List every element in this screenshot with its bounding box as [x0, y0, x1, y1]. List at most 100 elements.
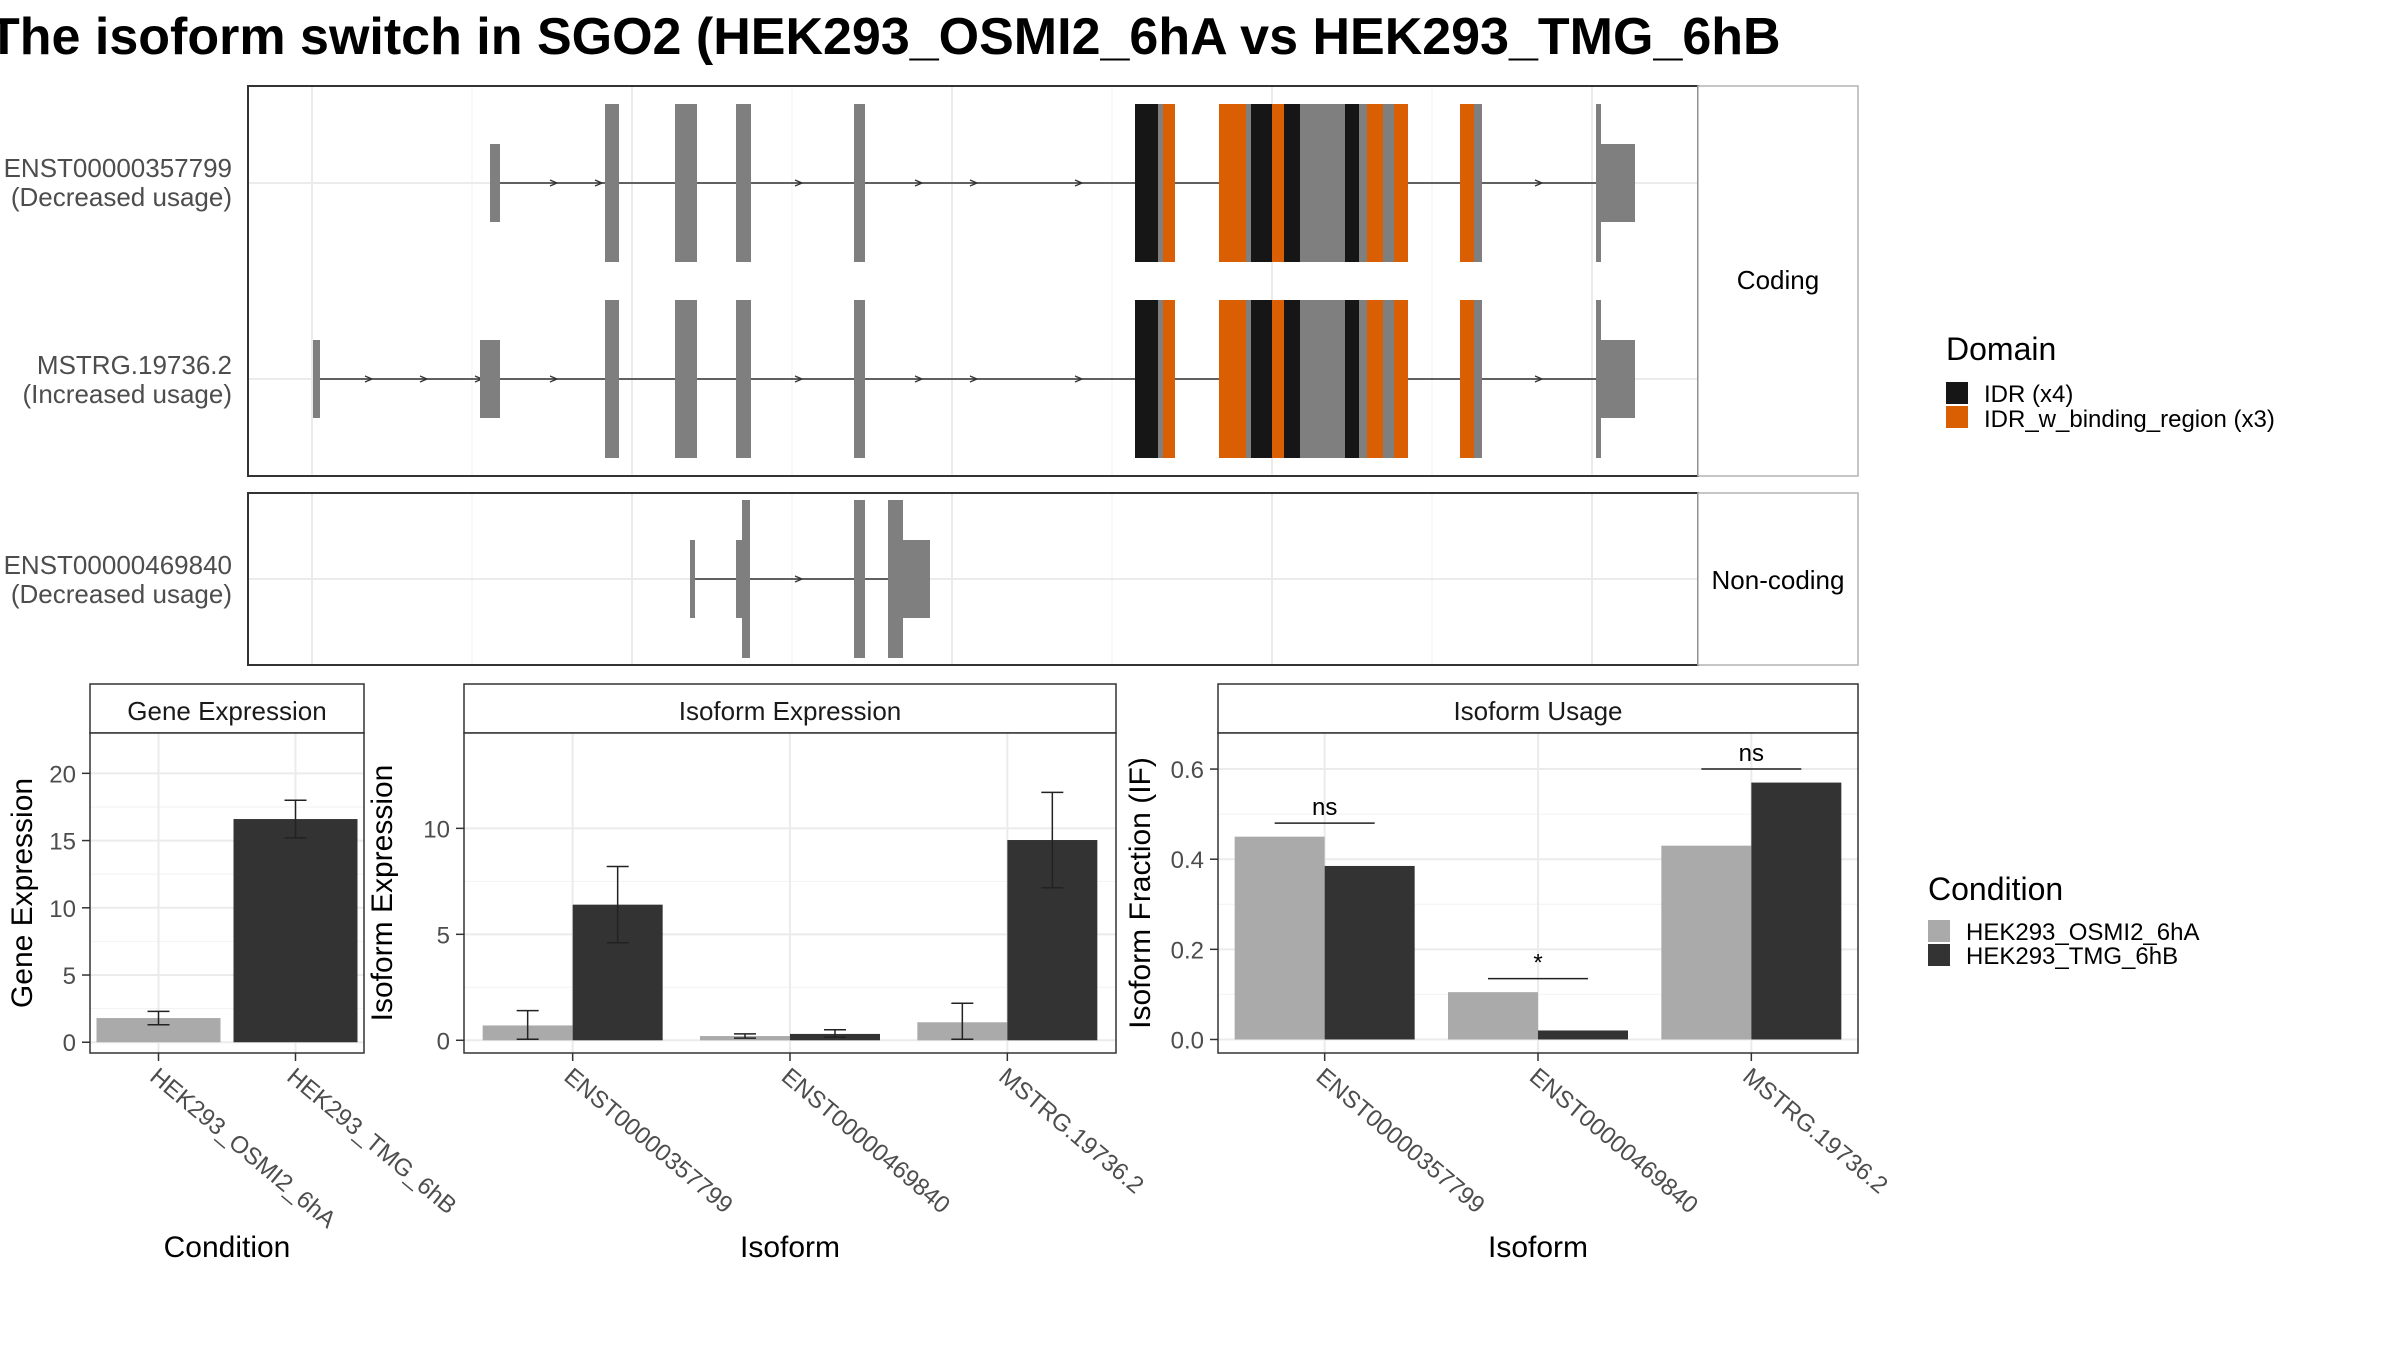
exon [1596, 104, 1601, 262]
noncoding-panel-grid [248, 493, 1698, 665]
strip-label: Gene Expression [127, 696, 326, 726]
domain-idr-binding [1219, 104, 1246, 262]
noncoding-strip-label: Non-coding [1712, 565, 1845, 595]
domain-idr-binding [1272, 300, 1284, 458]
plot-border [89, 732, 365, 1054]
track-label-usage: (Decreased usage) [11, 579, 232, 609]
exon [742, 500, 750, 658]
intron-arrow [594, 179, 604, 187]
significance-label: ns [1312, 794, 1337, 821]
y-tick-label: 5 [63, 963, 76, 990]
track-label-id: ENST00000469840 [4, 550, 232, 580]
domain-idr-binding [1219, 300, 1246, 458]
x-tick-label: ENST00000357799 [1311, 1063, 1490, 1219]
x-tick-label: ENST00000469840 [1524, 1063, 1703, 1219]
bar [1751, 782, 1842, 1040]
expression-charts: Gene Expression05101520HEK293_OSMI2_6hAH… [6, 683, 1893, 1264]
domain-idr [1251, 300, 1272, 458]
legend-key-cond-a [1928, 920, 1950, 942]
y-tick-label: 15 [49, 829, 76, 856]
domain-idr [1251, 104, 1272, 262]
intron-arrow [969, 179, 979, 187]
exon [736, 300, 751, 458]
y-tick-label: 0.6 [1171, 757, 1204, 784]
strip-label: Isoform Usage [1453, 696, 1622, 726]
track-label-usage: (Increased usage) [22, 379, 232, 409]
legend-key-idr-binding [1946, 406, 1968, 428]
intron-arrow [794, 575, 804, 583]
domain-idr [1135, 104, 1143, 262]
legend-key-idr [1946, 382, 1968, 404]
x-tick-label: MSTRG.19736.2 [993, 1063, 1148, 1199]
y-tick-label: 0 [63, 1030, 76, 1057]
intron-arrow [1074, 179, 1084, 187]
y-tick-label: 0.4 [1171, 847, 1204, 874]
chart-panel: Isoform Usage 0.0 0.2 0.4 0.6 ns * ns ENST000003… [1124, 683, 1893, 1264]
y-axis-title: Gene Expression [6, 778, 39, 1008]
exon [1601, 144, 1635, 222]
domain-idr-binding [1394, 300, 1408, 458]
intron-arrow [794, 375, 804, 383]
bar [1661, 845, 1752, 1040]
legend-label-idr: IDR (x4) [1984, 381, 2073, 408]
track-label-id: MSTRG.19736.2 [37, 350, 232, 380]
exon [605, 300, 619, 458]
legend-key-cond-b [1928, 944, 1950, 966]
y-tick-label: 10 [49, 896, 76, 923]
exon [690, 540, 695, 618]
y-tick-label: 20 [49, 761, 76, 788]
intron-arrow [549, 179, 559, 187]
domain-idr [1345, 300, 1359, 458]
domain-idr [1284, 300, 1300, 458]
chart-panel: Gene Expression05101520HEK293_OSMI2_6hAH… [6, 683, 461, 1264]
domain-idr-binding [1460, 104, 1474, 262]
coding-tracks [313, 104, 1635, 458]
domain-idr-binding [1163, 104, 1175, 262]
strip-box [89, 683, 365, 734]
exon [1601, 340, 1635, 418]
intron-arrow [794, 179, 804, 187]
y-tick-label: 0 [437, 1028, 450, 1055]
exon [854, 300, 865, 458]
bar [1538, 1030, 1628, 1040]
intron-arrow [1074, 375, 1084, 383]
exon [854, 104, 865, 262]
condition-legend: Condition HEK293_OSMI2_6hA HEK293_TMG_6h… [1928, 871, 2199, 970]
domain-idr-binding [1367, 300, 1383, 458]
exon [736, 104, 751, 262]
structure-coding-panel: Coding ENST00000357799 (Decreased usage)… [4, 85, 1859, 477]
domain-idr [1143, 104, 1158, 262]
intron-arrow [1534, 375, 1544, 383]
exon [490, 144, 500, 222]
exon [605, 104, 619, 262]
domain-idr [1345, 104, 1359, 262]
exon [313, 340, 320, 418]
domain-idr-binding [1460, 300, 1474, 458]
exon [675, 300, 697, 458]
domain-legend: Domain IDR (x4) IDR_w_binding_region (x3… [1946, 331, 2275, 433]
y-axis-title: Isoform Fraction (IF) [1124, 757, 1157, 1029]
condition-legend-title: Condition [1928, 871, 2063, 907]
figure-title: The isoform switch in SGO2 (HEK293_OSMI2… [0, 8, 1781, 66]
bar [233, 819, 358, 1043]
x-axis-title: Isoform [1488, 1231, 1588, 1264]
y-tick-label: 10 [423, 816, 450, 843]
domain-idr-binding [1394, 104, 1408, 262]
bar [1234, 836, 1325, 1040]
legend-label-cond-b: HEK293_TMG_6hB [1966, 943, 2178, 970]
intron-arrow [969, 375, 979, 383]
bar [1448, 992, 1538, 1040]
legend-label-cond-a: HEK293_OSMI2_6hA [1966, 919, 2199, 946]
exon [480, 340, 500, 418]
x-axis-title: Isoform [740, 1231, 840, 1264]
intron-arrow [419, 375, 429, 383]
domain-legend-title: Domain [1946, 331, 2056, 367]
intron-arrow [1534, 179, 1544, 187]
y-tick-label: 0.2 [1171, 937, 1204, 964]
exon [854, 500, 865, 658]
significance-label: * [1533, 950, 1542, 977]
coding-strip-label: Coding [1737, 265, 1819, 295]
significance-label: ns [1739, 740, 1764, 767]
noncoding-tracks [690, 500, 930, 658]
y-tick-label: 5 [437, 922, 450, 949]
